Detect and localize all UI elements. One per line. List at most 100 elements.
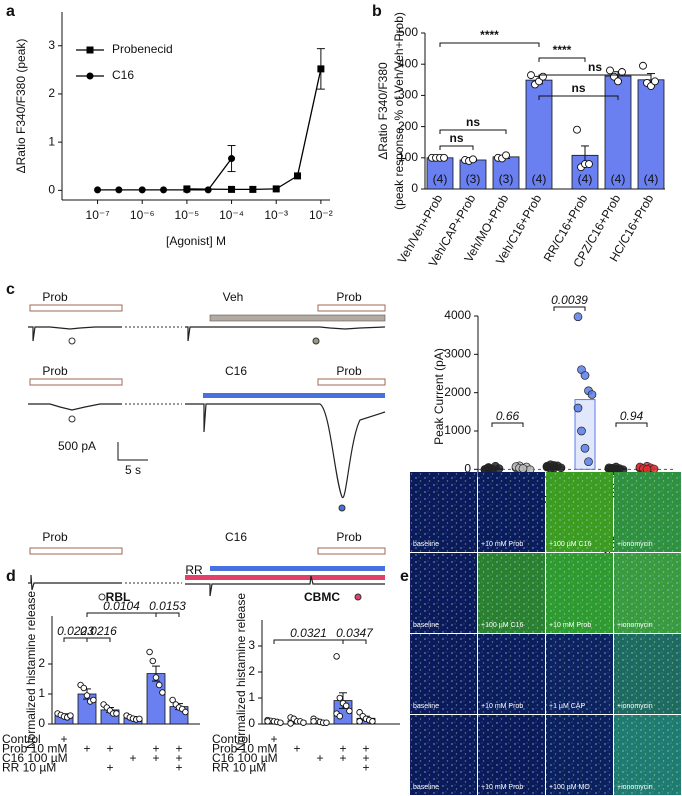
n-label: (3): [466, 172, 481, 186]
legend-marker: [86, 46, 94, 54]
condition-label: Control: [212, 732, 251, 746]
y-tick-label: 2: [38, 656, 45, 670]
y-tick-label: 100: [398, 150, 418, 164]
significance-label: ns: [571, 81, 585, 95]
condition-mark: +: [362, 742, 369, 756]
significance-label: 0.0347: [336, 626, 374, 640]
image-texture: [478, 472, 545, 552]
y-axis-label: ΔRatio F340/F380: [376, 62, 390, 160]
application-bar: [210, 566, 385, 571]
image-texture: [478, 634, 545, 714]
data-point: [183, 186, 191, 194]
data-point: [346, 707, 353, 715]
series-line: [97, 158, 233, 191]
image-caption: +100 µM C16: [549, 541, 591, 548]
trace-label: Prob: [336, 364, 362, 378]
data-point: [152, 674, 160, 681]
x-tick-label: 10⁻⁷: [86, 208, 110, 222]
significance-label: 0.0223: [57, 624, 94, 638]
image-caption: baseline: [413, 703, 439, 710]
y-axis-label: (peak response, % of Veh/Veh+Prob): [392, 12, 406, 210]
bar: [492, 156, 520, 190]
significance-label: ns: [466, 115, 480, 129]
image-caption: +10 mM Prob: [481, 703, 523, 710]
trace-label: Veh: [223, 290, 244, 304]
image-caption: +10 mM Prob: [549, 622, 591, 629]
trace-label: Prob: [42, 290, 68, 304]
mean-bar: [574, 399, 596, 470]
significance-bracket: [538, 57, 586, 62]
data-point: [138, 186, 146, 194]
n-label: (4): [611, 172, 626, 186]
data-point: [204, 186, 212, 194]
significance-label: ns: [588, 60, 602, 74]
image-texture: [478, 715, 545, 795]
data-point: [294, 172, 302, 180]
data-point: [342, 702, 350, 710]
data-point: [356, 718, 363, 725]
image-caption: +100 µM C16: [481, 622, 523, 629]
significance-label: ****: [480, 28, 499, 42]
data-point: [300, 719, 307, 726]
application-bar: [317, 547, 386, 555]
image-texture: [478, 553, 545, 633]
bar: [426, 157, 454, 190]
y-axis-label: Peak Current (pA): [432, 348, 446, 445]
y-tick-label: 0: [48, 183, 55, 197]
condition-mark: +: [106, 761, 113, 775]
significance-bracket: [439, 129, 507, 134]
data-point: [287, 720, 294, 727]
data-point: [587, 390, 597, 399]
trace: [28, 403, 122, 411]
condition-mark: +: [362, 761, 369, 775]
data-point: [149, 657, 157, 665]
significance-label: 0.0153: [149, 599, 186, 613]
data-point: [228, 155, 236, 163]
y-tick-label: 0: [411, 181, 418, 195]
condition-mark: +: [339, 742, 346, 756]
scale-label: 500 pA: [58, 439, 96, 453]
image-texture: [410, 715, 477, 795]
x-tick-label: 10⁻⁴: [219, 208, 244, 222]
significance-bracket: [538, 95, 619, 100]
application-bar: [29, 378, 123, 386]
data-point: [146, 648, 153, 656]
y-tick-label: 4000: [444, 308, 471, 322]
image-texture: [614, 634, 681, 714]
data-point: [549, 461, 559, 470]
condition-label: C16 100 µM: [212, 751, 278, 765]
data-point: [580, 371, 590, 380]
data-point: [317, 65, 325, 73]
image-caption: +ionomycin: [617, 703, 653, 710]
data-point: [323, 719, 330, 726]
significance-label: ns: [449, 131, 463, 145]
n-label: (4): [532, 172, 547, 186]
x-tick-label: 10⁻³: [264, 208, 288, 222]
data-point: [249, 185, 257, 193]
y-tick-label: 0: [464, 462, 471, 476]
data-point: [539, 72, 547, 81]
data-point: [336, 712, 344, 720]
data-point: [160, 186, 168, 194]
image-caption: +ionomycin: [617, 541, 653, 548]
marker: [312, 337, 320, 345]
chart-title: CBMC: [304, 590, 340, 604]
application-bar: [29, 304, 123, 312]
significance-bracket: [155, 612, 180, 617]
image-caption: baseline: [413, 541, 439, 548]
data-point: [502, 151, 510, 160]
y-tick-label: 3000: [444, 347, 471, 361]
image-texture: [614, 553, 681, 633]
trace-label: C16: [225, 530, 247, 544]
significance-bracket: [439, 145, 474, 150]
y-axis-label: Normalized histamine release: [24, 591, 38, 749]
trace-label: RR: [185, 563, 203, 577]
bar: [459, 159, 487, 190]
n-label: (4): [578, 172, 593, 186]
significance-bracket: [63, 637, 88, 642]
significance-label: 0.66: [496, 409, 520, 423]
data-point: [614, 77, 622, 86]
data-point: [67, 712, 74, 719]
significance-bracket: [491, 422, 524, 427]
